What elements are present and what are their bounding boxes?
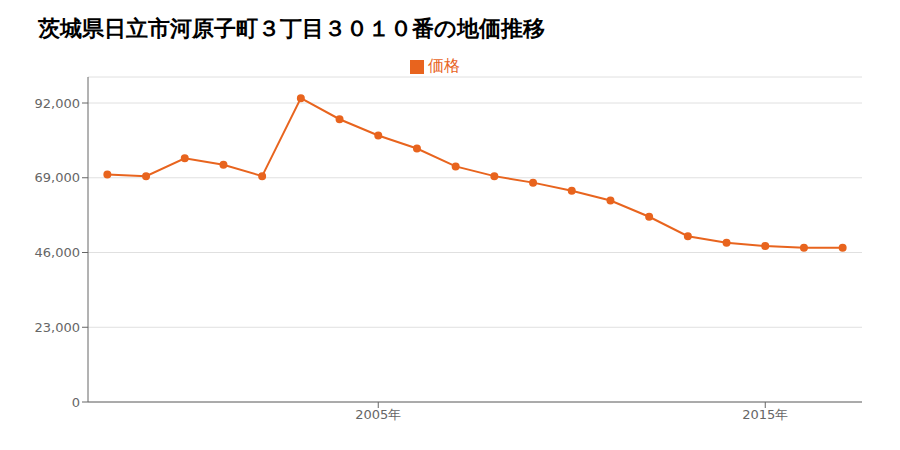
html-text:茨城県日立市河原子町３丁目３０１０番の地価推移: 茨城県日立市河原子町３丁目３０１０番の地価推移 [38,16,545,41]
svg-text:69,000: 69,000 [35,170,81,185]
svg-text:23,000: 23,000 [35,320,81,335]
svg-text:92,000: 92,000 [35,96,81,111]
svg-text:2015年: 2015年 [742,407,788,422]
svg-text:46,000: 46,000 [35,245,81,260]
svg-text:0: 0 [72,395,80,410]
svg-text:2005年: 2005年 [355,407,401,422]
html-text:価格: 価格 [428,56,460,75]
